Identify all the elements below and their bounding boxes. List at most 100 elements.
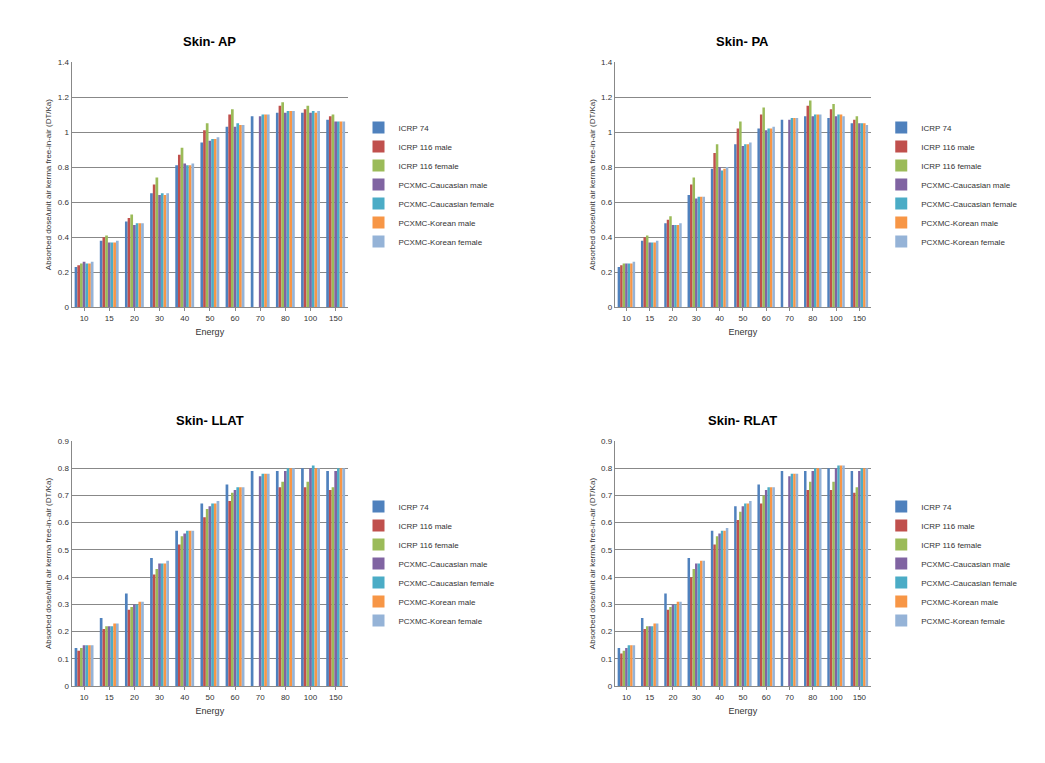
svg-text:70: 70 xyxy=(256,314,265,323)
svg-text:1: 1 xyxy=(64,128,69,137)
svg-text:ICRP 116 female: ICRP 116 female xyxy=(921,162,982,171)
svg-text:0.7: 0.7 xyxy=(601,491,613,500)
svg-text:40: 40 xyxy=(715,314,724,323)
svg-text:150: 150 xyxy=(329,314,343,323)
svg-text:10: 10 xyxy=(622,314,631,323)
svg-text:PCXMC-Caucasian female: PCXMC-Caucasian female xyxy=(399,579,495,588)
svg-text:40: 40 xyxy=(180,314,189,323)
svg-text:150: 150 xyxy=(853,314,867,323)
svg-text:20: 20 xyxy=(130,693,139,702)
svg-text:0.2: 0.2 xyxy=(58,627,70,636)
svg-text:0.4: 0.4 xyxy=(601,573,613,582)
svg-text:0.6: 0.6 xyxy=(601,518,613,527)
svg-text:Skin- RLAT: Skin- RLAT xyxy=(708,413,777,428)
svg-text:Absorbed dose/unit air kerma f: Absorbed dose/unit air kerma free-in-air… xyxy=(44,99,53,271)
svg-text:80: 80 xyxy=(281,693,290,702)
svg-text:0.5: 0.5 xyxy=(58,546,70,555)
svg-text:50: 50 xyxy=(738,693,747,702)
svg-text:30: 30 xyxy=(692,693,701,702)
svg-text:0.8: 0.8 xyxy=(601,464,613,473)
svg-text:30: 30 xyxy=(692,314,701,323)
svg-text:Energy: Energy xyxy=(729,327,758,337)
svg-text:PCXMC-Korean female: PCXMC-Korean female xyxy=(399,617,483,626)
svg-text:0.1: 0.1 xyxy=(58,655,70,664)
svg-text:50: 50 xyxy=(738,314,747,323)
svg-text:PCXMC-Caucasian male: PCXMC-Caucasian male xyxy=(921,560,1010,569)
svg-text:0.1: 0.1 xyxy=(601,655,613,664)
svg-text:1.4: 1.4 xyxy=(601,58,613,67)
svg-text:ICRP 116 male: ICRP 116 male xyxy=(921,143,975,152)
svg-text:Absorbed dose/unit air kerma f: Absorbed dose/unit air kerma free-in-air… xyxy=(588,478,597,650)
svg-text:0.4: 0.4 xyxy=(58,573,70,582)
svg-text:Energy: Energy xyxy=(196,327,225,337)
svg-text:100: 100 xyxy=(304,314,318,323)
svg-text:1: 1 xyxy=(608,128,613,137)
svg-text:ICRP 116 female: ICRP 116 female xyxy=(399,162,460,171)
svg-text:15: 15 xyxy=(105,314,114,323)
svg-text:PCXMC-Caucasian male: PCXMC-Caucasian male xyxy=(399,560,488,569)
svg-text:1.2: 1.2 xyxy=(601,93,613,102)
svg-text:100: 100 xyxy=(829,693,843,702)
svg-text:0.5: 0.5 xyxy=(601,546,613,555)
svg-text:0.2: 0.2 xyxy=(601,268,613,277)
svg-text:0.2: 0.2 xyxy=(601,627,613,636)
svg-text:70: 70 xyxy=(785,314,794,323)
svg-text:PCXMC-Caucasian female: PCXMC-Caucasian female xyxy=(921,579,1017,588)
svg-text:0.9: 0.9 xyxy=(601,437,613,446)
svg-text:PCXMC-Caucasian male: PCXMC-Caucasian male xyxy=(399,181,488,190)
svg-text:30: 30 xyxy=(155,693,164,702)
svg-text:Skin- PA: Skin- PA xyxy=(716,34,769,49)
svg-text:ICRP 74: ICRP 74 xyxy=(399,503,430,512)
svg-text:PCXMC-Korean female: PCXMC-Korean female xyxy=(399,238,483,247)
svg-text:Energy: Energy xyxy=(196,706,225,716)
svg-text:15: 15 xyxy=(645,693,654,702)
svg-text:20: 20 xyxy=(669,314,678,323)
svg-text:Energy: Energy xyxy=(729,706,758,716)
svg-text:0.2: 0.2 xyxy=(58,268,70,277)
svg-text:0.7: 0.7 xyxy=(58,491,70,500)
svg-text:80: 80 xyxy=(808,693,817,702)
svg-text:0.8: 0.8 xyxy=(601,163,613,172)
svg-text:80: 80 xyxy=(281,314,290,323)
svg-text:50: 50 xyxy=(205,693,214,702)
svg-text:60: 60 xyxy=(231,693,240,702)
svg-text:150: 150 xyxy=(853,693,867,702)
svg-text:PCXMC-Korean male: PCXMC-Korean male xyxy=(921,219,998,228)
svg-text:Skin- AP: Skin- AP xyxy=(183,34,236,49)
svg-text:ICRP 116 female: ICRP 116 female xyxy=(399,541,460,550)
svg-text:Skin- LLAT: Skin- LLAT xyxy=(176,413,244,428)
svg-text:10: 10 xyxy=(80,693,89,702)
svg-text:50: 50 xyxy=(205,314,214,323)
svg-text:0: 0 xyxy=(64,303,69,312)
svg-text:0.3: 0.3 xyxy=(58,600,70,609)
svg-text:0: 0 xyxy=(64,682,69,691)
svg-text:ICRP 74: ICRP 74 xyxy=(921,503,952,512)
svg-text:40: 40 xyxy=(715,693,724,702)
svg-text:1.4: 1.4 xyxy=(58,58,70,67)
svg-text:60: 60 xyxy=(762,314,771,323)
svg-text:1.2: 1.2 xyxy=(58,93,70,102)
svg-text:60: 60 xyxy=(762,693,771,702)
svg-text:PCXMC-Korean male: PCXMC-Korean male xyxy=(399,598,476,607)
svg-text:ICRP 116 female: ICRP 116 female xyxy=(921,541,982,550)
svg-text:0.6: 0.6 xyxy=(58,198,70,207)
svg-text:0.8: 0.8 xyxy=(58,163,70,172)
svg-text:20: 20 xyxy=(130,314,139,323)
svg-text:10: 10 xyxy=(80,314,89,323)
svg-text:PCXMC-Korean male: PCXMC-Korean male xyxy=(399,219,476,228)
svg-text:10: 10 xyxy=(622,693,631,702)
svg-text:PCXMC-Korean male: PCXMC-Korean male xyxy=(921,598,998,607)
svg-text:20: 20 xyxy=(669,693,678,702)
svg-text:60: 60 xyxy=(231,314,240,323)
svg-text:ICRP 116 male: ICRP 116 male xyxy=(921,522,975,531)
svg-text:ICRP 74: ICRP 74 xyxy=(399,124,430,133)
svg-text:0.3: 0.3 xyxy=(601,600,613,609)
svg-text:15: 15 xyxy=(105,693,114,702)
svg-text:30: 30 xyxy=(155,314,164,323)
svg-text:PCXMC-Caucasian female: PCXMC-Caucasian female xyxy=(921,200,1017,209)
svg-text:ICRP 74: ICRP 74 xyxy=(921,124,952,133)
svg-text:0.9: 0.9 xyxy=(58,437,70,446)
svg-text:0.6: 0.6 xyxy=(58,518,70,527)
svg-text:0.4: 0.4 xyxy=(601,233,613,242)
svg-text:0.6: 0.6 xyxy=(601,198,613,207)
